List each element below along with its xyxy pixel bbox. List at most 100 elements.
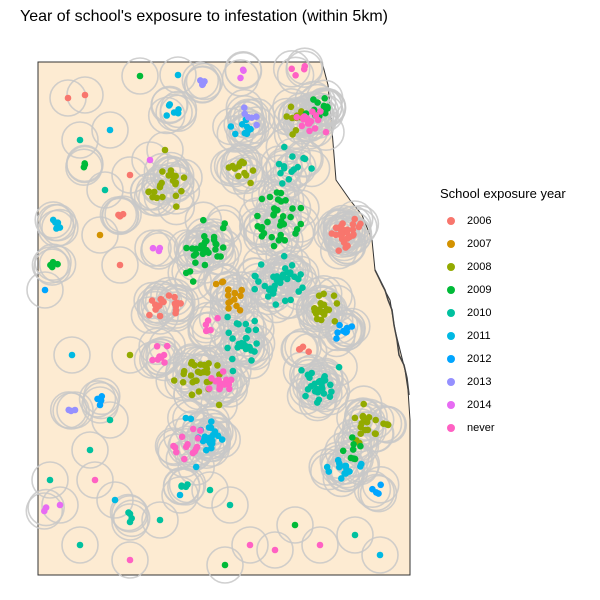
school-point: [225, 305, 232, 312]
school-point: [182, 414, 190, 422]
school-point: [190, 252, 198, 259]
buffer-circle: [145, 336, 183, 374]
school-point: [174, 109, 182, 117]
school-point: [224, 292, 232, 299]
buffer-circle: [189, 301, 227, 340]
school-point: [358, 420, 366, 427]
school-point: [86, 446, 94, 454]
school-point: [254, 223, 261, 230]
school-point: [300, 65, 308, 73]
school-point: [357, 463, 364, 470]
school-point: [277, 234, 284, 242]
school-point: [274, 196, 282, 203]
school-point: [349, 446, 357, 453]
school-point: [225, 381, 233, 388]
legend-swatch: [447, 423, 455, 432]
buffer-circle: [220, 147, 258, 186]
legend-item-2014: 2014: [440, 393, 590, 416]
school-point: [210, 233, 218, 241]
buffer-circle: [96, 481, 134, 519]
school-point: [200, 368, 207, 376]
school-point: [243, 130, 251, 138]
school-point: [172, 172, 179, 180]
school-point: [312, 112, 320, 119]
buffer-circle: [292, 102, 330, 141]
school-point: [261, 282, 269, 290]
school-point: [197, 427, 204, 434]
buffer-circle: [141, 229, 179, 267]
legend-label: never: [467, 421, 495, 434]
school-point: [314, 399, 321, 406]
buffer-circle: [111, 541, 149, 579]
school-point: [163, 342, 171, 350]
buffer-circle: [56, 391, 94, 429]
school-point: [321, 95, 329, 102]
school-point: [360, 400, 368, 408]
school-point: [277, 189, 285, 197]
school-point: [106, 416, 114, 424]
school-point: [350, 441, 357, 448]
school-point: [170, 377, 178, 384]
school-point: [237, 292, 244, 300]
legend-label: 2007: [467, 237, 492, 250]
school-point: [224, 344, 231, 352]
buffer-circle: [31, 461, 69, 499]
buffer-circle: [256, 531, 294, 569]
school-point: [295, 346, 303, 353]
buffer-circle: [353, 470, 392, 509]
school-point: [288, 262, 296, 269]
school-point: [54, 219, 62, 226]
buffer-circle: [139, 340, 177, 379]
school-point: [245, 326, 252, 334]
school-point: [289, 205, 296, 212]
buffer-circle: [219, 157, 258, 195]
school-point: [156, 183, 164, 191]
buffer-circle: [146, 131, 184, 169]
school-point: [327, 381, 334, 389]
school-point: [258, 233, 266, 240]
buffer-circle: [61, 121, 99, 159]
school-point: [384, 421, 392, 429]
school-point: [194, 435, 202, 442]
buffer-circle: [71, 431, 109, 469]
school-point: [171, 293, 178, 301]
school-point: [208, 375, 215, 382]
school-points: [41, 62, 392, 569]
school-point: [76, 136, 84, 144]
school-point: [156, 516, 164, 524]
school-point: [214, 314, 221, 322]
buffer-circle: [326, 313, 365, 352]
school-point: [314, 99, 321, 106]
school-point: [116, 261, 124, 269]
school-point: [277, 169, 284, 177]
school-point: [275, 278, 283, 285]
legend-swatch: [447, 262, 455, 271]
school-point: [251, 285, 258, 293]
school-point: [270, 242, 278, 250]
school-point: [205, 360, 212, 367]
school-point: [203, 446, 210, 454]
buffer-circle: [229, 111, 267, 150]
school-point: [270, 211, 277, 219]
school-point: [240, 67, 247, 74]
school-point: [357, 430, 365, 438]
school-point: [91, 476, 99, 484]
school-point: [201, 78, 208, 85]
school-point: [290, 166, 298, 173]
school-point: [146, 156, 154, 164]
school-point: [326, 393, 334, 401]
legend-swatch: [447, 377, 455, 386]
school-point: [71, 406, 79, 414]
school-point: [136, 72, 144, 80]
school-point: [288, 65, 296, 73]
school-point: [332, 231, 340, 239]
school-point: [187, 415, 195, 423]
school-point: [248, 347, 255, 354]
buffer-circle: [332, 307, 371, 346]
school-point: [324, 104, 331, 111]
school-point: [205, 385, 213, 392]
school-point: [357, 442, 364, 450]
buffer-circle: [101, 246, 139, 284]
buffer-circle: [41, 486, 79, 524]
